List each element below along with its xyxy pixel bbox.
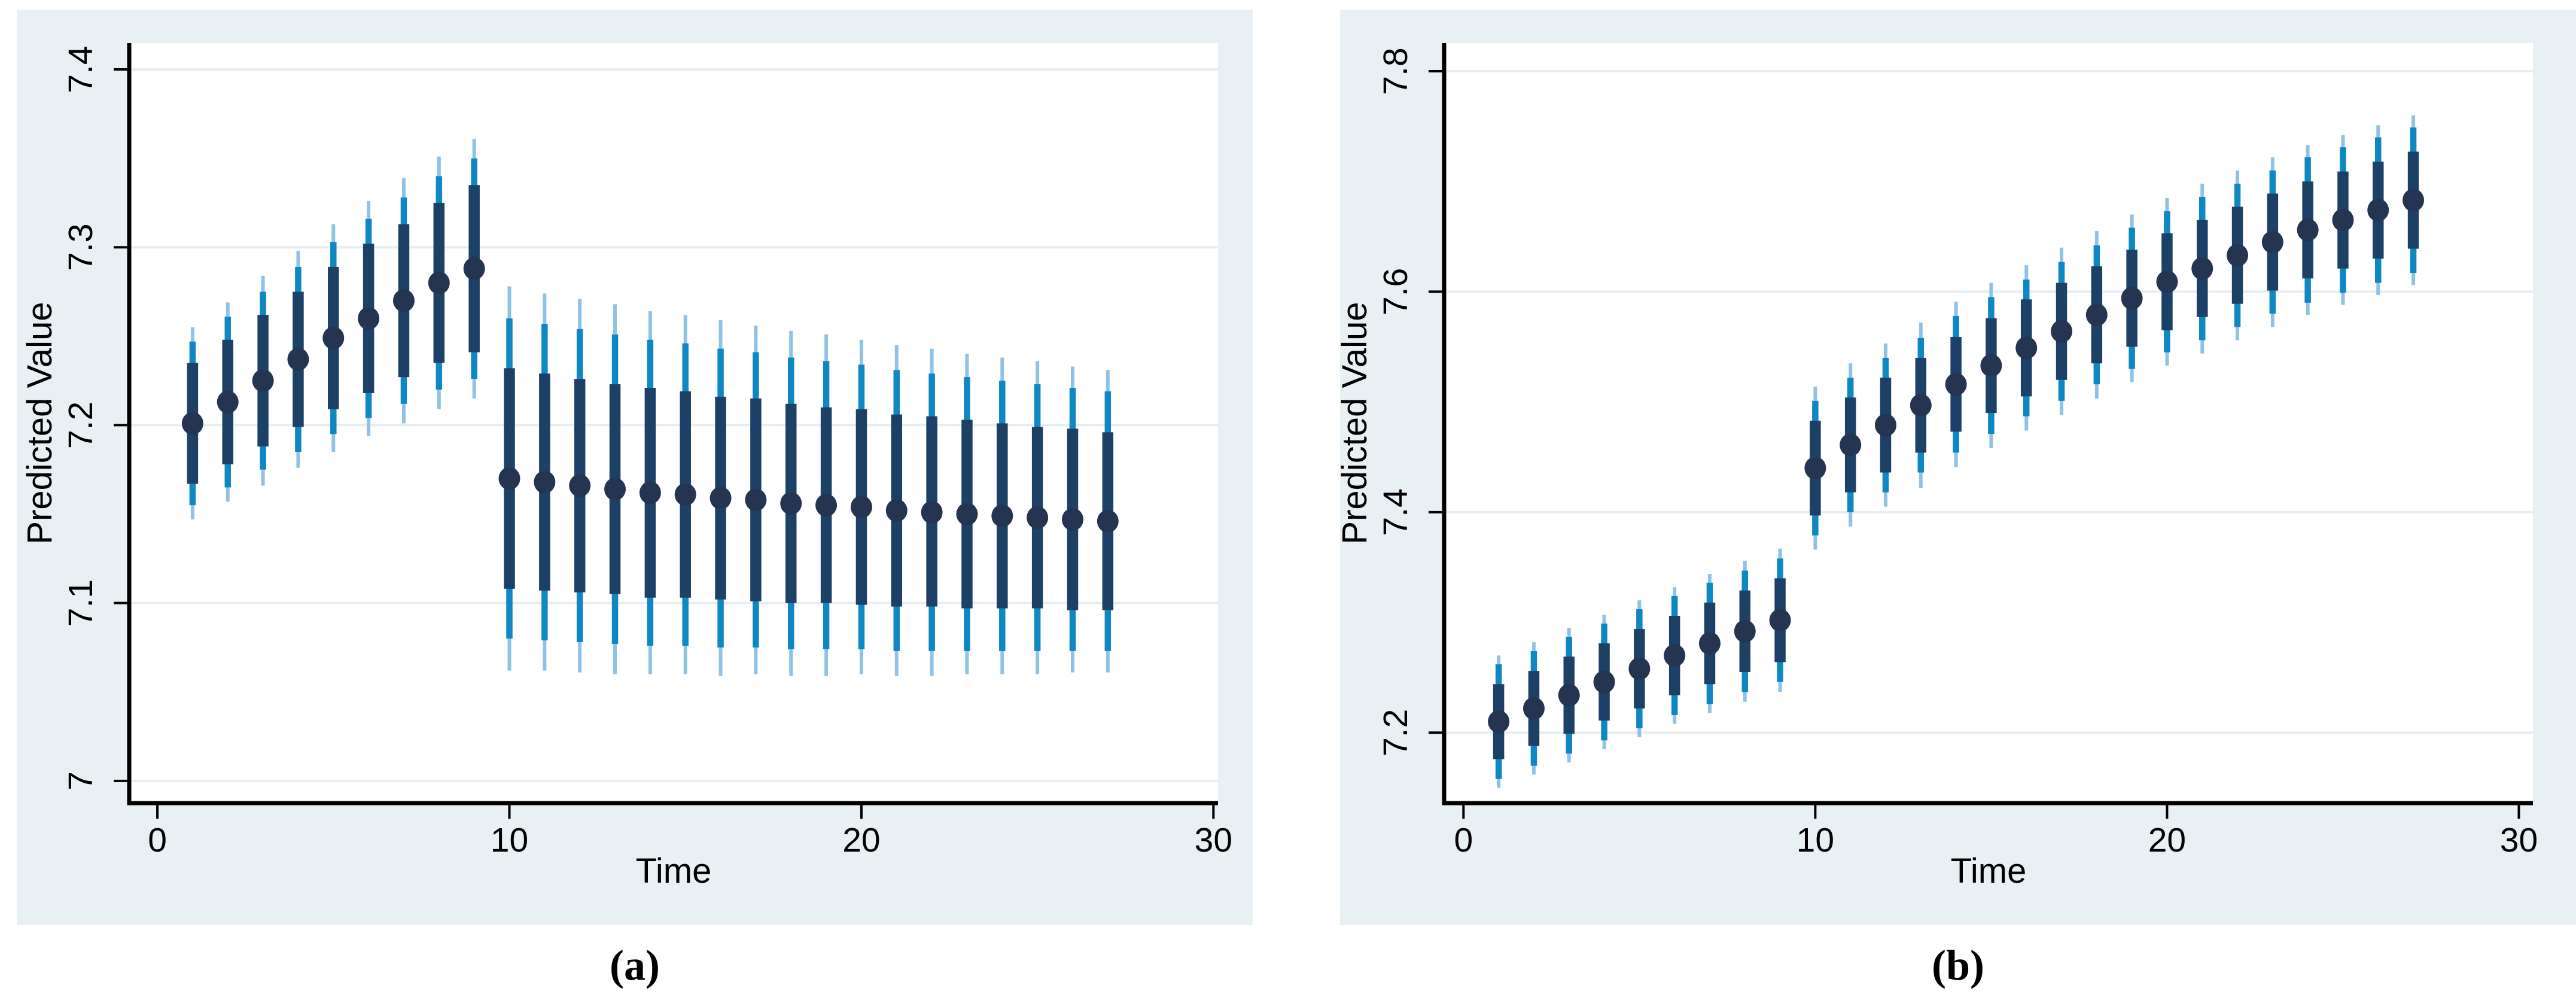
point-marker <box>1698 632 1721 655</box>
point-marker <box>1874 414 1896 437</box>
y-axis-title: Predicted Value <box>20 302 59 544</box>
panel-b-chart: 7.2 7.4 7.6 7.8 0 10 20 30 Predicted Value Time <box>1340 10 2576 925</box>
point-marker <box>1523 697 1545 720</box>
chart-a: 7 7.1 7.2 7.3 7.4 0 10 20 30 Predicted Value Time <box>20 43 1232 890</box>
point-marker <box>885 499 908 522</box>
point-marker <box>1980 354 2002 377</box>
point-marker <box>956 503 978 526</box>
x-tick-label: 10 <box>491 821 528 859</box>
y-tick-label: 7.2 <box>62 402 100 449</box>
y-tick-label: 7.6 <box>1377 268 1415 315</box>
x-axis-title: Time <box>1951 852 2027 890</box>
point-marker <box>217 390 239 414</box>
point-marker <box>1061 507 1083 531</box>
point-marker <box>2051 320 2073 343</box>
point-marker <box>1558 683 1580 707</box>
point-marker <box>392 289 415 312</box>
x-tick-label: 20 <box>2148 821 2186 859</box>
point-marker <box>1734 619 1756 643</box>
point-marker <box>745 488 767 512</box>
point-marker <box>991 504 1013 527</box>
caption-a: (a) <box>610 941 660 989</box>
point-marker <box>287 348 309 371</box>
x-tick-label: 30 <box>2500 821 2538 859</box>
y-tick-label: 7.1 <box>62 579 100 627</box>
point-marker <box>1840 433 1862 457</box>
point-marker <box>2367 199 2389 222</box>
point-marker <box>780 492 802 515</box>
x-axis-title: Time <box>636 852 712 890</box>
point-marker <box>2403 189 2425 212</box>
point-marker <box>534 470 556 494</box>
y-tick-label: 7.4 <box>62 45 100 93</box>
point-marker <box>674 483 696 506</box>
y-tick-label: 7.3 <box>62 224 100 271</box>
point-marker <box>1769 609 1791 632</box>
point-marker <box>710 487 732 510</box>
point-marker <box>2227 244 2249 267</box>
x-tick-label: 20 <box>842 821 880 859</box>
x-tick-label: 0 <box>1454 821 1473 859</box>
x-tick-label: 0 <box>148 821 167 859</box>
y-tick-label: 7.4 <box>1377 488 1415 536</box>
point-marker <box>1804 457 1826 480</box>
point-marker <box>815 494 838 517</box>
point-marker <box>2261 230 2283 254</box>
point-marker <box>639 481 661 504</box>
point-marker <box>921 501 943 524</box>
point-marker <box>1910 394 1932 417</box>
point-marker <box>2015 336 2038 360</box>
point-marker <box>1488 710 1510 733</box>
point-marker <box>2121 287 2143 310</box>
point-marker <box>1664 644 1686 667</box>
point-marker <box>2297 218 2319 242</box>
y-tick-label: 7 <box>62 771 100 791</box>
point-marker <box>252 369 274 393</box>
x-tick-label: 10 <box>1796 821 1834 859</box>
y-axis-title: Predicted Value <box>1340 302 1374 544</box>
point-marker <box>1027 506 1049 529</box>
point-marker <box>2156 270 2178 293</box>
point-marker <box>428 271 450 294</box>
point-marker <box>1945 373 1967 396</box>
point-marker <box>358 307 380 330</box>
caption-b: (b) <box>1932 941 1984 989</box>
point-marker <box>604 478 626 501</box>
point-marker <box>850 496 872 519</box>
panel-a-chart: 7 7.1 7.2 7.3 7.4 0 10 20 30 Predicted Value Time <box>17 10 1253 925</box>
point-marker <box>1097 509 1119 533</box>
point-marker <box>1593 670 1615 694</box>
point-marker <box>498 467 520 490</box>
point-marker <box>569 474 591 497</box>
y-tick-label: 7.8 <box>1377 47 1415 95</box>
point-marker <box>2332 208 2354 232</box>
plot-area <box>129 43 1218 803</box>
y-tick-label: 7.2 <box>1377 709 1415 756</box>
point-marker <box>2191 257 2213 280</box>
point-marker <box>322 326 345 349</box>
point-marker <box>1628 657 1651 680</box>
chart-b: 7.2 7.4 7.6 7.8 0 10 20 30 Predicted Value Time <box>1340 43 2538 890</box>
point-marker <box>463 257 485 280</box>
point-marker <box>2085 303 2108 327</box>
point-marker <box>181 412 203 435</box>
x-tick-label: 30 <box>1195 821 1232 859</box>
